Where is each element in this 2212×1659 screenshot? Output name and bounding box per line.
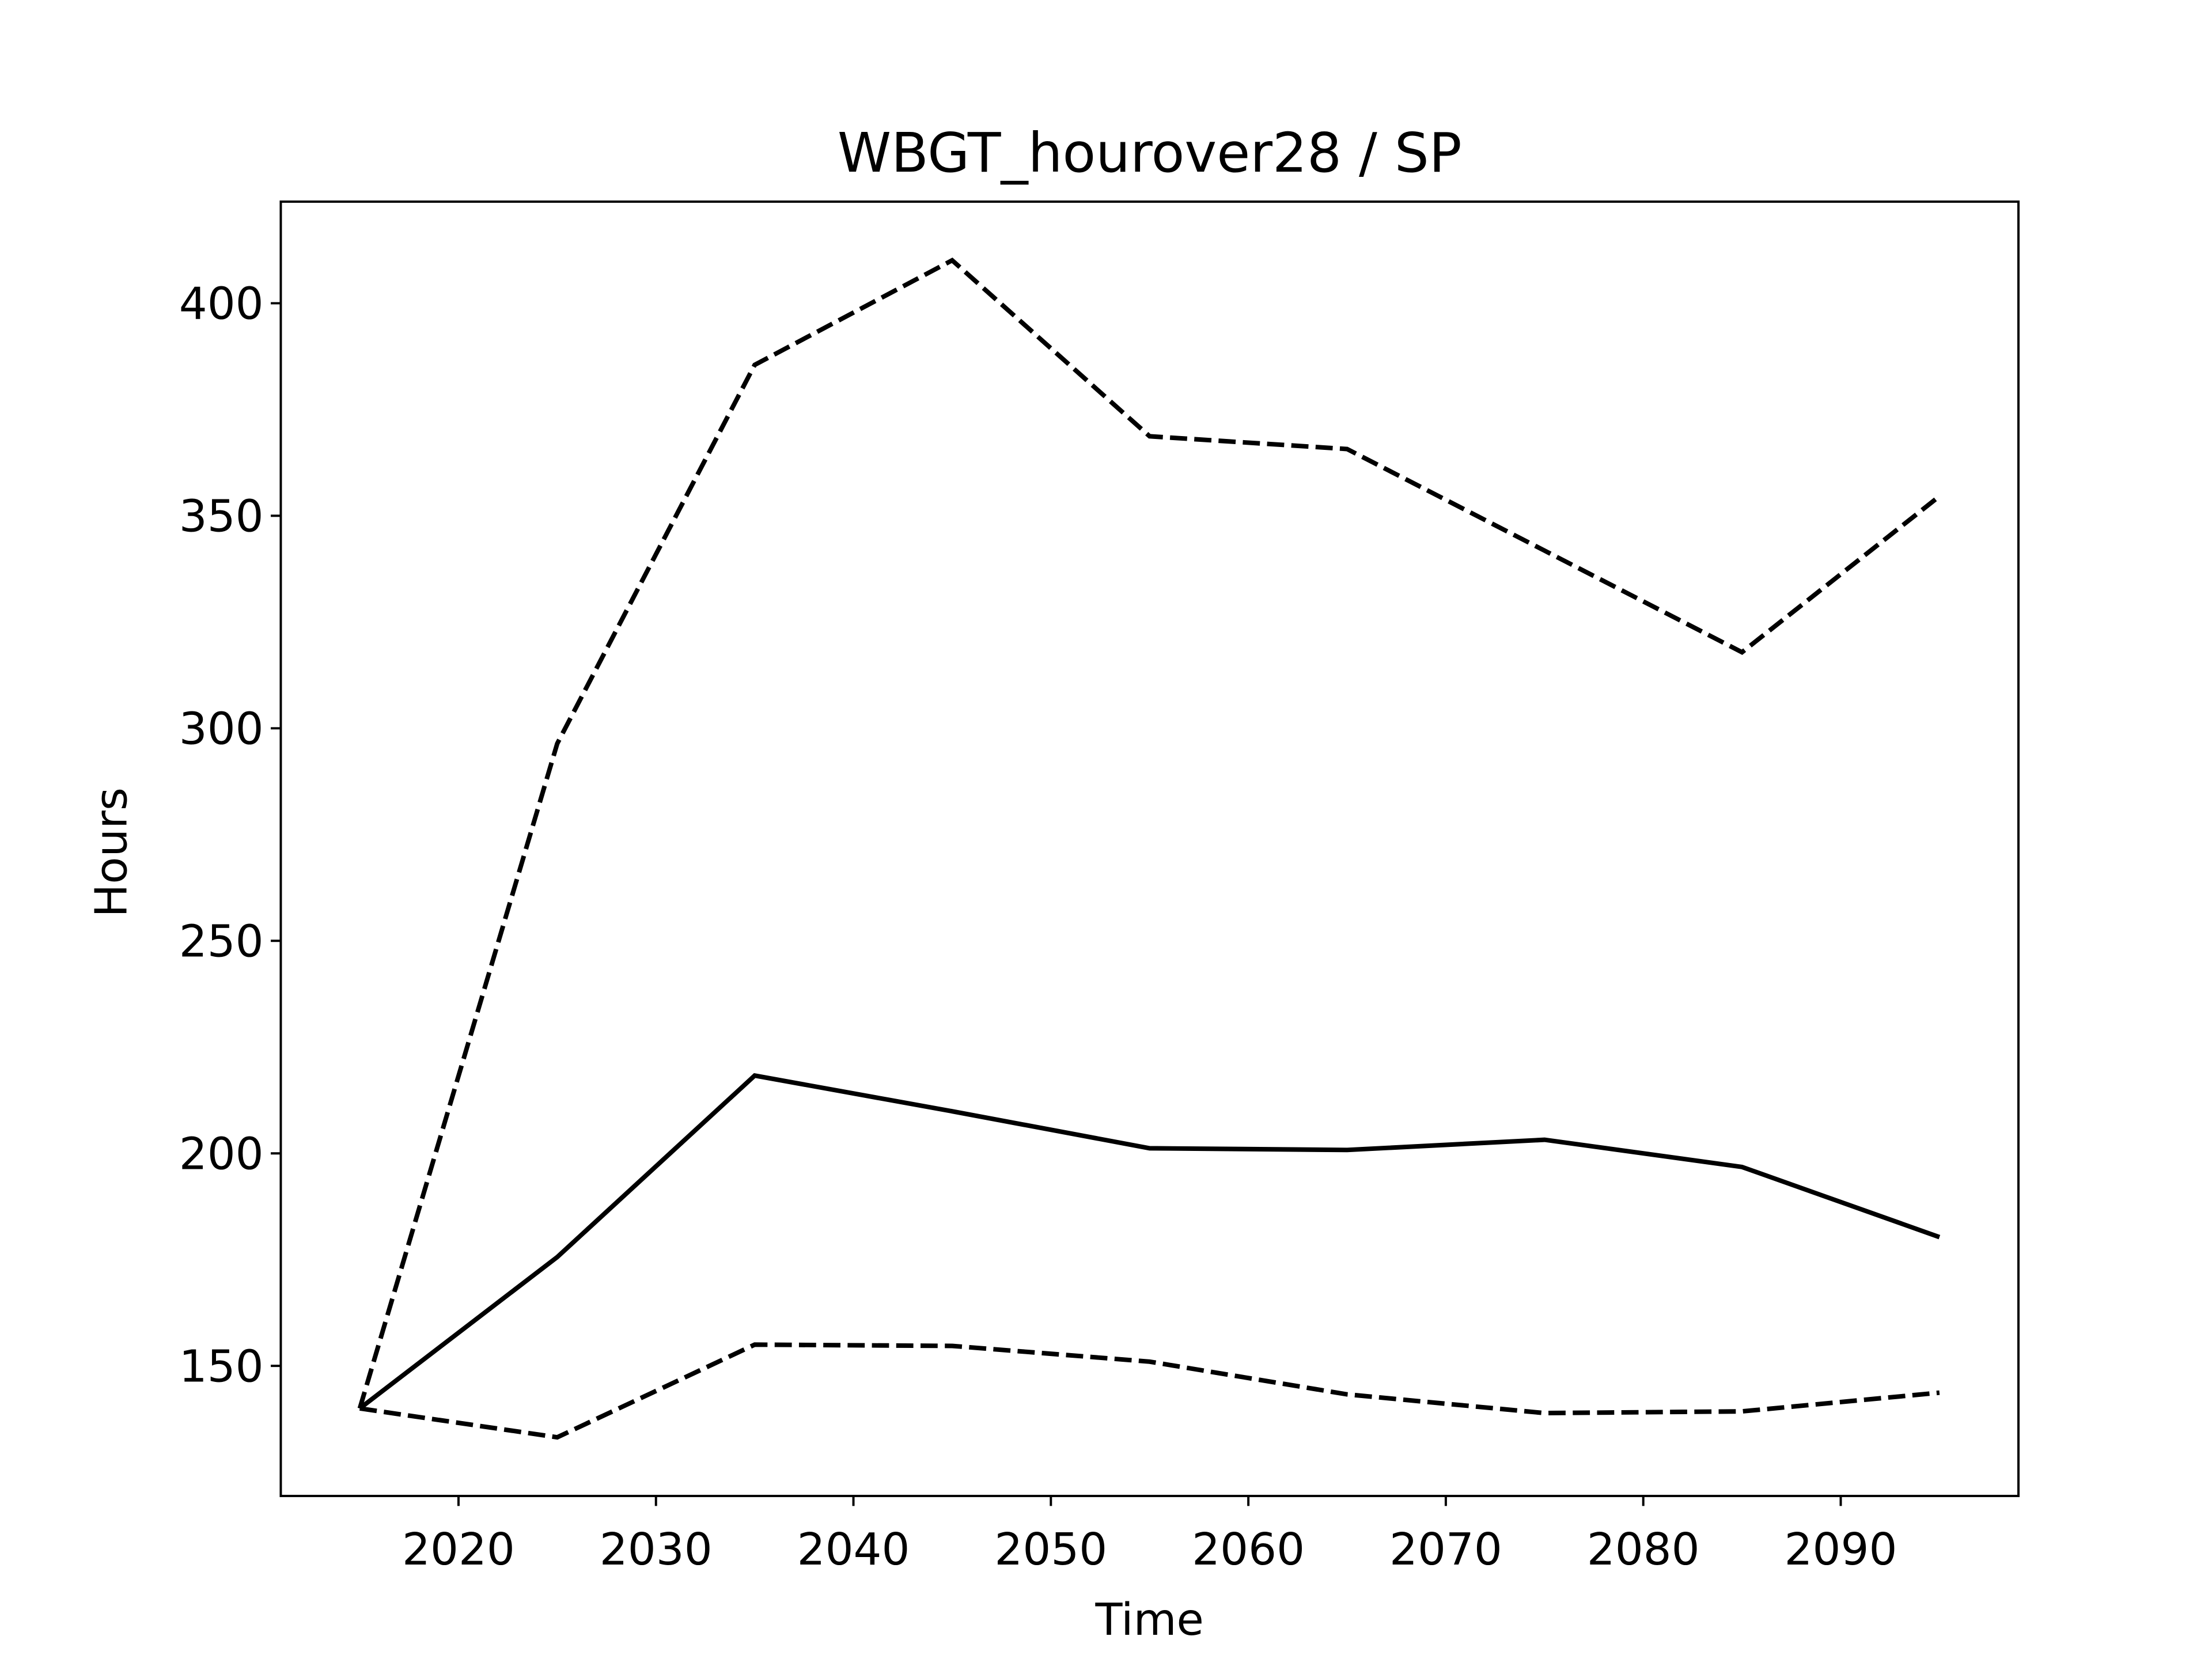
x-tick-label: 2070 — [1389, 1524, 1502, 1575]
data-line — [358, 1073, 1941, 1411]
x-tick-label: 2040 — [797, 1524, 910, 1575]
y-axis-label: Hours — [86, 787, 137, 917]
y-tick-label: 350 — [179, 491, 264, 543]
y-tick-label: 250 — [179, 916, 264, 968]
plot-frame — [279, 200, 2020, 1497]
data-line — [357, 257, 1941, 1410]
x-axis-label: Time — [1095, 1594, 1204, 1646]
x-tick-label: 2090 — [1785, 1524, 1897, 1575]
y-tick-label: 300 — [179, 704, 264, 755]
chart-title: WBGT_hourover28 / SP — [838, 122, 1462, 185]
y-tick-label: 400 — [179, 279, 264, 330]
x-tick-label: 2030 — [600, 1524, 713, 1575]
x-tick-label: 2060 — [1192, 1524, 1305, 1575]
x-tick-label: 2080 — [1587, 1524, 1700, 1575]
data-line — [359, 1342, 1940, 1440]
y-tick-label: 150 — [179, 1341, 264, 1392]
x-tick-label: 2050 — [994, 1524, 1107, 1575]
x-tick-label: 2020 — [402, 1524, 515, 1575]
y-tick-label: 200 — [179, 1129, 264, 1180]
